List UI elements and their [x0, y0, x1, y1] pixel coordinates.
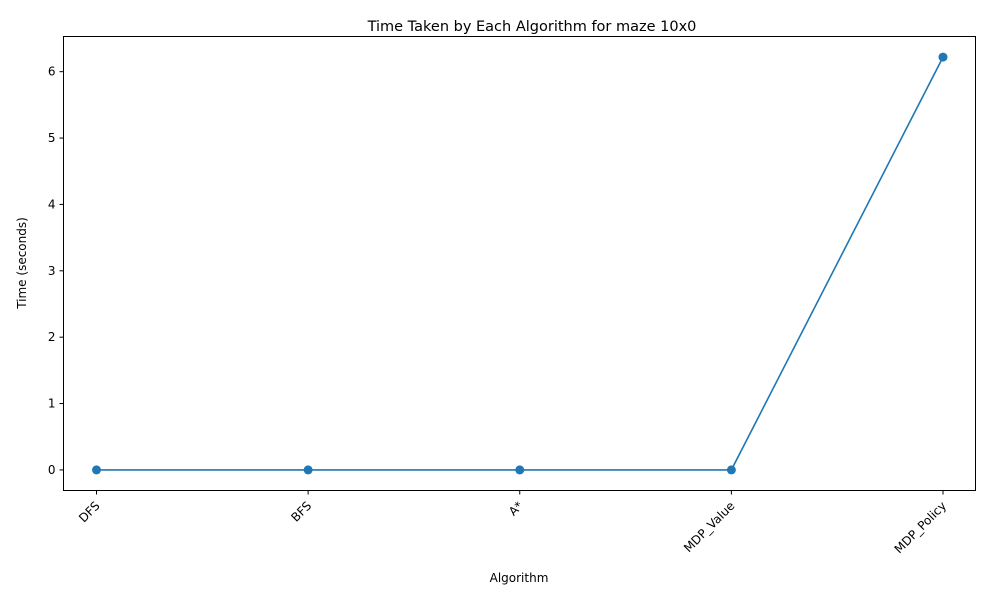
chart-title: Time Taken by Each Algorithm for maze 10…: [367, 19, 697, 35]
series-line: [96, 56, 944, 471]
plot-area: [92, 52, 948, 475]
y-tick-label: 3: [48, 264, 56, 278]
y-tick-label: 0: [48, 463, 56, 477]
y-axis: 0 1 2 3 4 5 6: [48, 65, 64, 477]
x-axis: DFS BFS A* MDP_Value MDP_Policy: [76, 490, 950, 557]
data-point-mdp-policy: [938, 52, 948, 62]
y-tick-label: 5: [48, 131, 56, 145]
y-axis-label: Time (seconds): [15, 217, 29, 310]
x-axis-label: Algorithm: [490, 571, 549, 585]
y-tick-label: 4: [48, 197, 56, 211]
data-point-bfs: [303, 465, 313, 475]
x-tick-label: A*: [506, 499, 526, 519]
data-point-dfs: [92, 465, 101, 475]
x-tick-label: MDP_Value: [681, 499, 737, 555]
x-tick-label: DFS: [76, 499, 103, 526]
y-tick-label: 2: [48, 330, 56, 344]
data-point-mdp-value: [726, 465, 736, 475]
x-tick-label: MDP_Policy: [892, 499, 950, 557]
axes-frame: [63, 36, 976, 491]
y-tick-label: 6: [48, 65, 56, 79]
data-point-a-: [515, 465, 525, 475]
y-tick-label: 1: [48, 397, 56, 411]
x-tick-label: BFS: [288, 499, 314, 525]
